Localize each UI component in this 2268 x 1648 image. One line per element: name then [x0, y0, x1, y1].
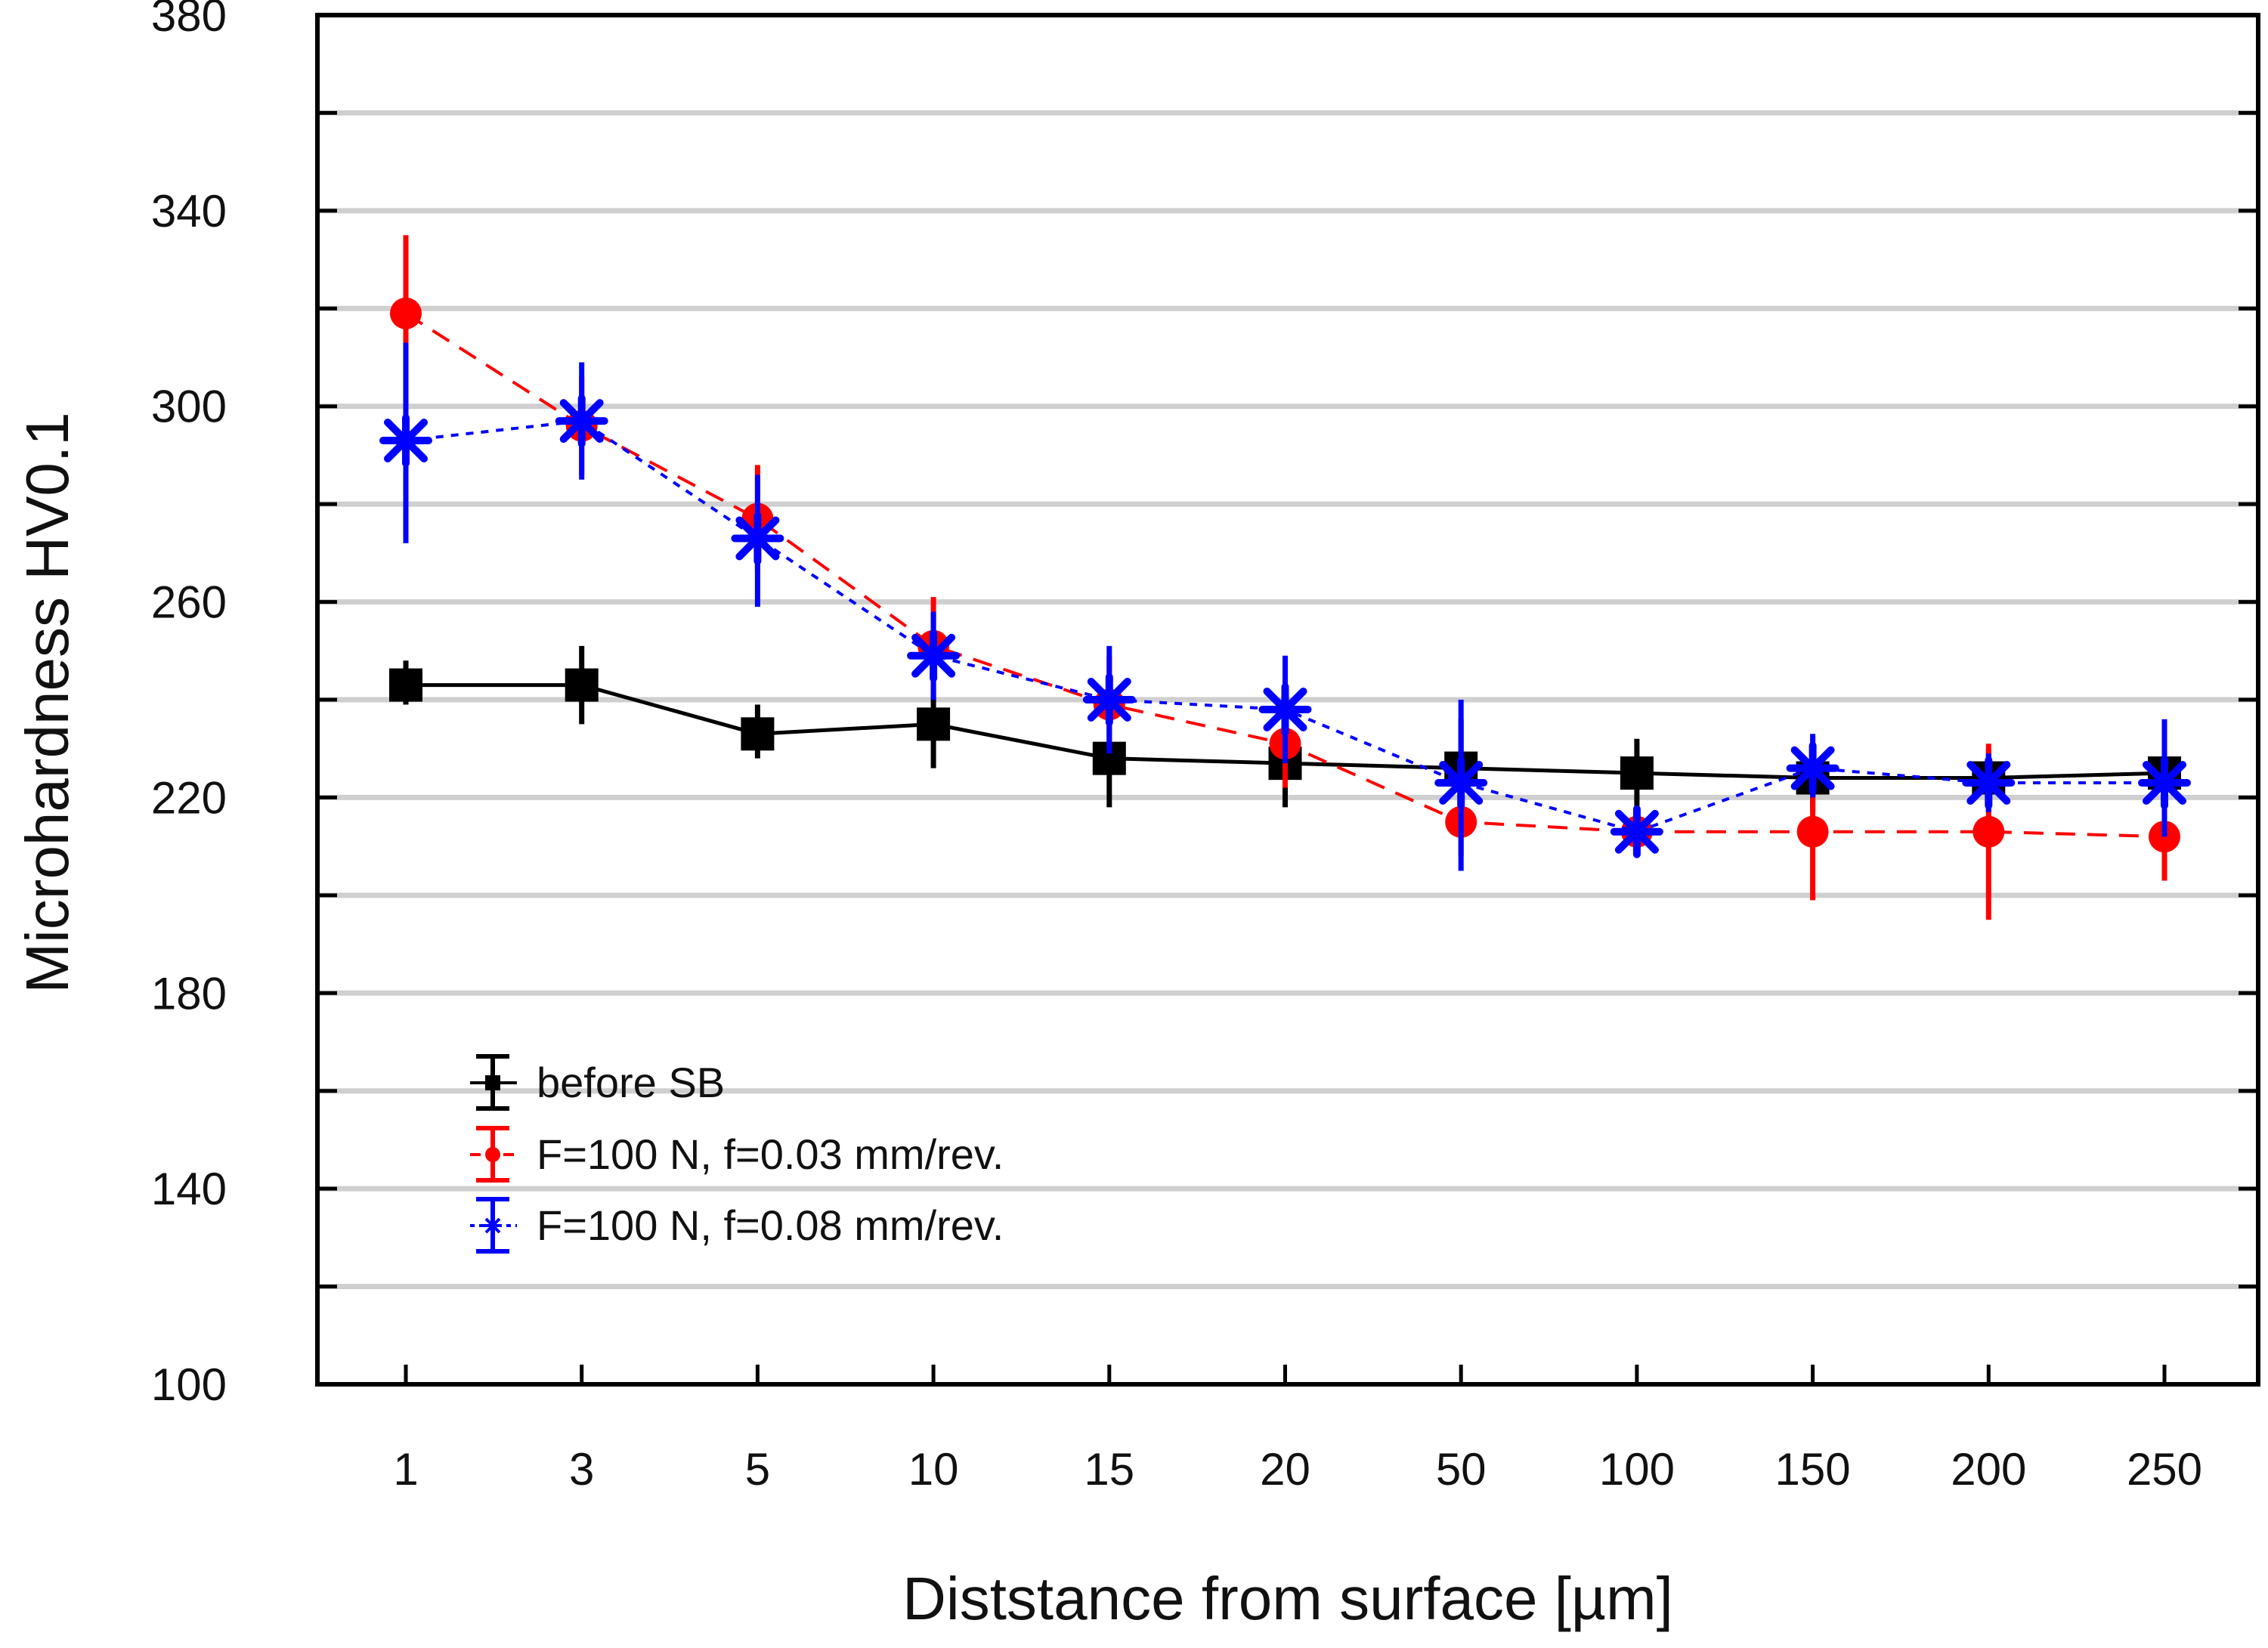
marker-stroke [1263, 687, 1307, 731]
marker-stroke [911, 633, 956, 678]
data-point [2138, 756, 2191, 810]
marker-stroke [384, 419, 428, 463]
legend-item-0: before SB [470, 1054, 725, 1111]
series-layer [379, 235, 2191, 920]
data-point [1610, 805, 1663, 858]
y-tick-label: 100 [151, 1359, 227, 1410]
marker-stroke [484, 1217, 501, 1234]
marker-stroke [1614, 809, 1659, 854]
legend-marker [484, 1217, 502, 1235]
y-tick-label: 380 [151, 0, 227, 41]
x-tick-label: 150 [1775, 1444, 1851, 1495]
x-tick-label: 100 [1599, 1444, 1675, 1495]
data-point [565, 668, 599, 702]
x-tick-label: 50 [1436, 1444, 1487, 1495]
marker-stroke [1966, 761, 2011, 805]
x-axis-title: Diststance from surface [µm] [902, 1565, 1673, 1632]
data-point [1258, 682, 1312, 736]
x-tick-label: 5 [745, 1444, 770, 1495]
marker-stroke [1439, 761, 1484, 805]
legend-label: F=100 N, f=0.03 mm/rev. [537, 1130, 1004, 1178]
data-point [379, 414, 432, 468]
data-point [1620, 756, 1654, 790]
legend-item-2: F=100 N, f=0.08 mm/rev. [470, 1197, 1004, 1254]
data-point [1434, 756, 1488, 810]
plot-frame [315, 13, 2260, 1387]
marker-stroke [1087, 678, 1131, 722]
marker-stroke [2143, 761, 2186, 805]
y-tick-label: 180 [151, 968, 227, 1019]
x-tick-label: 250 [2127, 1444, 2202, 1495]
series-2 [379, 342, 2191, 871]
legend-label: F=100 N, f=0.08 mm/rev. [537, 1201, 1004, 1249]
y-tick-label: 300 [151, 382, 227, 432]
marker-stroke [1790, 746, 1835, 790]
y-tick-label: 140 [151, 1164, 227, 1214]
legend-label: before SB [537, 1059, 725, 1106]
x-tick-label: 200 [1951, 1444, 2026, 1495]
data-point [1973, 815, 2005, 848]
marker-stroke [559, 399, 604, 444]
x-tick-label: 10 [908, 1444, 959, 1495]
marker-stroke [735, 516, 780, 561]
legend-marker [485, 1147, 500, 1162]
legend: before SB F=100 N, f=0.03 mm/rev. F=100 N,… [470, 1054, 1004, 1254]
y-tick-label: 340 [151, 186, 227, 237]
data-point [555, 394, 608, 448]
data-point [917, 707, 951, 741]
data-point [731, 512, 784, 565]
data-point [1962, 756, 2016, 810]
data-point [907, 629, 961, 682]
y-axis-title: Microhardness HV0.1 [14, 412, 81, 993]
y-tick-label: 220 [151, 772, 227, 823]
data-point [1796, 815, 1829, 848]
data-point [1786, 741, 1839, 795]
series-1 [390, 235, 2180, 920]
x-tick-label: 3 [569, 1444, 594, 1495]
legend-item-1: F=100 N, f=0.03 mm/rev. [470, 1126, 1004, 1183]
x-ticks: 1 3 5 10 15 20 50 100 150 200 250 [393, 1365, 2202, 1495]
x-tick-label: 20 [1260, 1444, 1310, 1495]
y-ticks: 100 140 180 220 260 300 340 380 [151, 0, 2258, 1410]
legend-marker [485, 1075, 500, 1090]
data-point [741, 717, 775, 751]
x-tick-label: 15 [1084, 1444, 1134, 1495]
x-tick-label: 1 [393, 1444, 418, 1495]
data-point [1082, 673, 1136, 726]
y-tick-label: 260 [151, 577, 227, 628]
data-point [390, 297, 422, 329]
data-point [389, 668, 422, 702]
